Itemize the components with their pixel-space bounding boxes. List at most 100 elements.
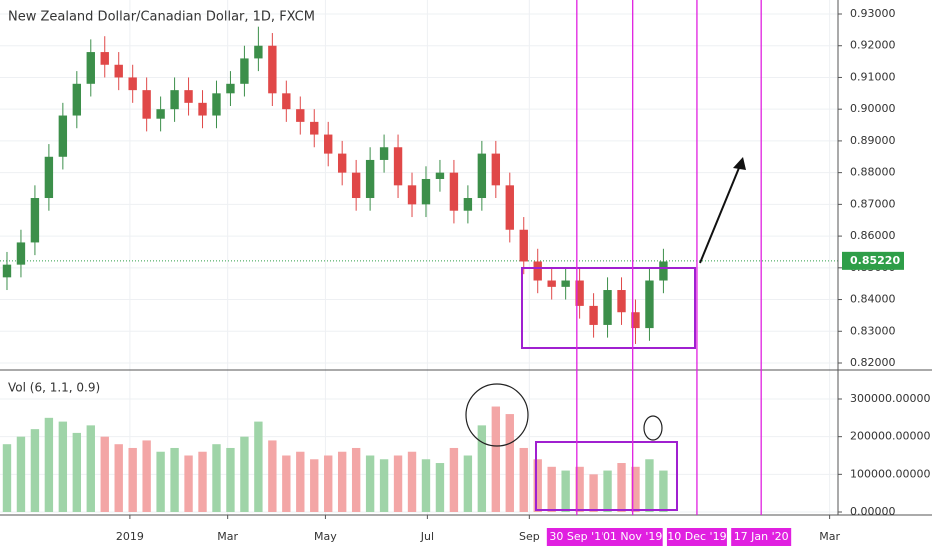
x-tick-label: Sep: [519, 530, 540, 543]
candle-body: [44, 156, 54, 199]
volume-bar: [365, 455, 375, 512]
volume-bar: [589, 474, 598, 512]
volume-bar: [254, 421, 263, 512]
last-price-bg: [842, 251, 904, 270]
volume-bar: [617, 463, 626, 512]
candle-body: [16, 242, 26, 265]
y2-tick-label: 0.00000: [850, 505, 896, 518]
volume-title: Vol (6, 1.1, 0.9): [8, 381, 100, 395]
candle-body: [282, 93, 291, 110]
candle-body: [226, 83, 235, 94]
grid-layer: [0, 0, 838, 515]
volume-bar: [2, 444, 12, 512]
volume-bar: [659, 470, 668, 512]
candle-body: [156, 109, 165, 119]
candle-body: [58, 115, 68, 157]
y-tick-label: 0.92000: [850, 39, 896, 52]
candle-body: [463, 198, 473, 211]
volume-bar: [505, 414, 514, 512]
candle-body: [100, 52, 109, 65]
candle-body: [435, 172, 445, 179]
y-tick-label: 0.89000: [850, 134, 896, 147]
volume-bar: [198, 451, 207, 512]
candle-body: [86, 52, 95, 84]
y-tick-label: 0.83000: [850, 324, 896, 337]
x-tick-label: May: [314, 530, 337, 543]
arrow: [699, 162, 742, 264]
date-marker-bg: [602, 528, 663, 546]
volume-bar: [379, 459, 389, 512]
volume-bar: [296, 451, 305, 512]
candle-body: [491, 153, 501, 186]
x-tick-label: Mar: [819, 530, 840, 543]
candle-body: [114, 64, 123, 78]
date-marker-label: 30 Sep '1': [549, 530, 604, 543]
marks-layer: [2, 26, 668, 512]
y-tick-label: 0.91000: [850, 70, 896, 83]
candle-body: [575, 280, 584, 306]
volume-bar: [491, 406, 501, 512]
date-marker-label: 17 Jan '20: [734, 530, 789, 543]
y2-tick-label: 100000.00000: [850, 467, 930, 480]
volume-bar: [114, 444, 123, 512]
y-tick-label: 0.88000: [850, 166, 896, 179]
chart-title: New Zealand Dollar/Canadian Dollar, 1D, …: [8, 10, 315, 25]
volume-bar: [226, 447, 235, 512]
candle-body: [310, 121, 319, 135]
volume-bar: [240, 436, 249, 512]
y-tick-label: 0.84000: [850, 293, 896, 306]
volume-bar: [393, 455, 403, 512]
candle-body: [198, 102, 207, 116]
candle-body: [603, 290, 612, 325]
volume-bar: [337, 451, 347, 512]
volume-circle: [465, 383, 529, 447]
arrow-head: [733, 157, 746, 170]
candle-body: [170, 90, 179, 110]
candle-body: [449, 172, 459, 211]
volume-bar: [100, 436, 109, 512]
last-price-label: 0.85220: [850, 254, 900, 267]
volume-bar: [421, 459, 431, 512]
volume-bar: [631, 466, 640, 512]
candle-body: [477, 153, 487, 199]
volume-bar: [282, 455, 291, 512]
y-tick-label: 0.87000: [850, 197, 896, 210]
y2-tick-label: 200000.00000: [850, 430, 930, 443]
y-tick-label: 0.82000: [850, 356, 896, 369]
date-marker-label: 10 Dec '19: [667, 530, 726, 543]
candle-body: [659, 261, 668, 281]
candle-body: [30, 198, 40, 243]
date-marker-bg: [731, 528, 792, 546]
volume-bar: [519, 447, 528, 512]
volume-bar: [449, 447, 459, 512]
volume-bar: [603, 470, 612, 512]
date-marker-bg: [666, 528, 727, 546]
candle-body: [240, 58, 249, 84]
candle-body: [533, 261, 542, 281]
volume-bar: [645, 459, 654, 512]
x-tick-label: 2019: [116, 530, 144, 543]
volume-bar: [575, 466, 584, 512]
range-box: [521, 267, 696, 349]
volume-bar: [58, 421, 68, 512]
candle-body: [617, 290, 626, 313]
volume-bar: [351, 447, 361, 512]
candle-body: [547, 280, 556, 287]
candle-body: [631, 312, 640, 329]
candle-body: [519, 229, 528, 262]
candle-body: [407, 185, 417, 205]
volume-bar: [561, 470, 570, 512]
volume-bar: [324, 455, 333, 512]
candle-body: [128, 77, 137, 91]
volume-bar: [44, 417, 54, 512]
y-tick-label: 0.86000: [850, 229, 896, 242]
candle-body: [589, 305, 598, 325]
volume-bar: [16, 436, 26, 512]
y-tick-label: 0.93000: [850, 7, 896, 20]
volume-bar: [533, 459, 542, 512]
date-marker-label: 01 Nov '19: [603, 530, 662, 543]
candle-body: [365, 159, 375, 199]
y2-tick-label: 300000.00000: [850, 392, 930, 405]
